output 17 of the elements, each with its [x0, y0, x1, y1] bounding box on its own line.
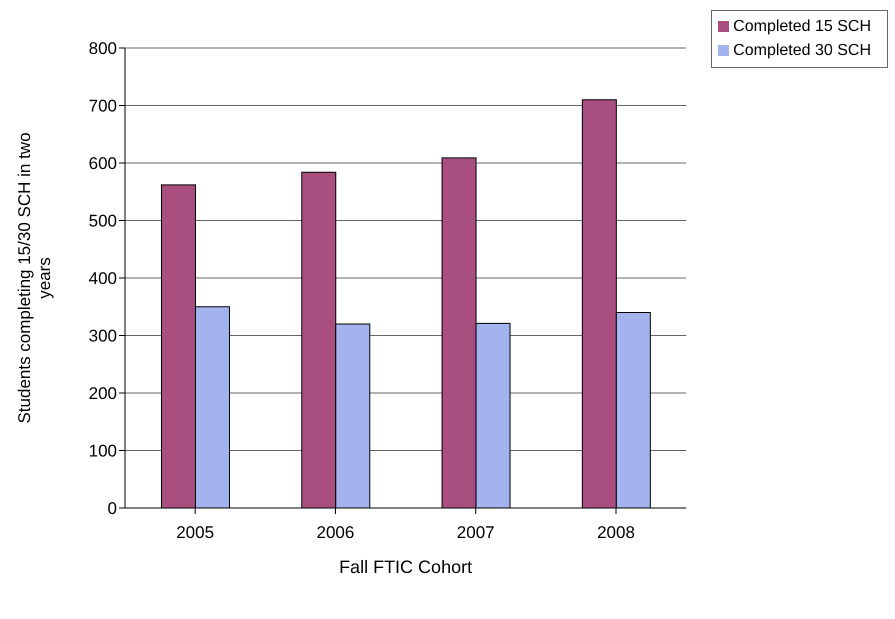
- y-axis-title: Students completing 15/30 SCH in two years: [15, 132, 54, 424]
- y-tick-label: 300: [88, 326, 117, 346]
- x-tick-label: 2007: [456, 523, 495, 542]
- y-tick-label: 800: [88, 39, 117, 58]
- y-tick-label: 500: [88, 212, 117, 231]
- y-tick-label: 200: [88, 384, 117, 404]
- y-tick-label: 400: [88, 269, 117, 288]
- x-tick-label: 2005: [176, 523, 214, 542]
- y-tick-label: 0: [108, 499, 117, 518]
- x-tick-label: 2008: [597, 523, 635, 542]
- y-tick-label: 100: [88, 442, 117, 461]
- x-axis-title: Fall FTIC Cohort: [339, 557, 472, 577]
- legend-label: Completed 30 SCH: [733, 42, 871, 59]
- x-tick-label: 2006: [316, 523, 354, 542]
- legend-label: Completed 15 SCH: [733, 18, 871, 35]
- y-tick-label: 700: [88, 96, 117, 116]
- y-tick-label: 600: [88, 154, 117, 174]
